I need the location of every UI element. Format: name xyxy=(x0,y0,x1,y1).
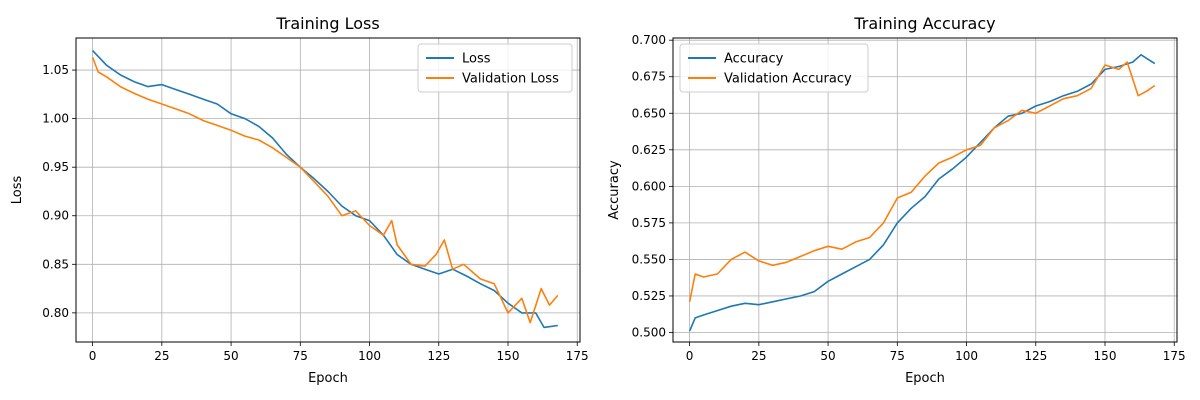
accuracy-x-tick-label: 100 xyxy=(955,349,978,363)
loss-x-tick-label: 150 xyxy=(497,349,520,363)
accuracy-x-axis-label: Epoch xyxy=(905,371,945,386)
accuracy-y-tick-label: 0.525 xyxy=(632,289,666,303)
accuracy-chart: 0 25 50 75 100 125 150 175 0.500 0.525 0.550 0.575 0… xyxy=(607,14,1186,386)
accuracy-y-tick-label: 0.500 xyxy=(632,326,666,340)
accuracy-x-tick-label: 150 xyxy=(1094,349,1117,363)
accuracy-legend-box xyxy=(679,43,869,93)
loss-x-tick-label: 175 xyxy=(566,349,589,363)
loss-x-tick-label: 75 xyxy=(293,349,308,363)
accuracy-x-tick-label: 75 xyxy=(890,349,905,363)
loss-legend-box xyxy=(417,43,573,93)
loss-tick-layer: 0 25 50 75 100 125 150 175 0.80 0.85 0.90 0.95 1.00 1… xyxy=(42,63,588,363)
validation-loss-legend-label: Validation Loss xyxy=(462,72,559,87)
loss-y-tick-label: 0.80 xyxy=(42,306,69,320)
accuracy-tick-layer: 0 25 50 75 100 125 150 175 0.500 0.525 0.550 0.575 0… xyxy=(632,33,1186,363)
loss-x-tick-label: 125 xyxy=(427,349,450,363)
accuracy-x-tick-label: 50 xyxy=(820,349,835,363)
accuracy-chart-title: Training Accuracy xyxy=(853,14,995,33)
loss-y-tick-label: 0.85 xyxy=(42,257,69,271)
accuracy-x-tick-label: 0 xyxy=(686,349,694,363)
accuracy-y-tick-label: 0.550 xyxy=(632,252,666,266)
accuracy-series-line xyxy=(688,53,1156,332)
accuracy-series-layer xyxy=(688,53,1156,332)
accuracy-y-tick-label: 0.600 xyxy=(632,179,666,193)
accuracy-plot-frame xyxy=(672,37,1178,343)
loss-y-tick-label: 0.95 xyxy=(42,160,69,174)
accuracy-x-tick-label: 125 xyxy=(1024,349,1047,363)
accuracy-y-tick-label: 0.650 xyxy=(632,106,666,120)
validation-accuracy-series-line xyxy=(688,61,1156,302)
loss-x-tick-label: 50 xyxy=(223,349,238,363)
loss-y-tick-label: 0.90 xyxy=(42,209,69,223)
accuracy-x-tick-label: 175 xyxy=(1163,349,1186,363)
accuracy-y-tick-label: 0.625 xyxy=(632,143,666,157)
validation-accuracy-legend-label: Validation Accuracy xyxy=(724,72,852,87)
accuracy-y-axis-label: Accuracy xyxy=(607,160,622,220)
loss-y-tick-label: 1.05 xyxy=(42,63,69,77)
loss-x-tick-label: 0 xyxy=(89,349,97,363)
validation-loss-series-line xyxy=(91,57,559,324)
loss-y-axis-label: Loss xyxy=(10,176,25,205)
loss-x-axis-label: Epoch xyxy=(308,371,348,386)
loss-plot-frame xyxy=(75,37,581,343)
loss-series-line xyxy=(92,50,558,329)
loss-x-tick-label: 25 xyxy=(154,349,169,363)
accuracy-x-tick-label: 25 xyxy=(751,349,766,363)
accuracy-y-tick-label: 0.675 xyxy=(632,70,666,84)
loss-series-layer xyxy=(91,50,559,329)
loss-x-tick-label: 100 xyxy=(358,349,381,363)
loss-legend: Loss Validation Loss xyxy=(417,43,573,93)
accuracy-legend: Accuracy Validation Accuracy xyxy=(679,43,869,93)
loss-y-tick-label: 1.00 xyxy=(42,112,69,126)
loss-chart: 0 25 50 75 100 125 150 175 0.80 0.85 0.90 0.95 1.00 1… xyxy=(10,14,589,386)
loss-chart-title: Training Loss xyxy=(275,14,379,33)
accuracy-y-tick-label: 0.575 xyxy=(632,216,666,230)
accuracy-legend-label: Accuracy xyxy=(724,52,784,67)
loss-legend-label: Loss xyxy=(462,52,491,67)
accuracy-y-tick-label: 0.700 xyxy=(632,33,666,47)
